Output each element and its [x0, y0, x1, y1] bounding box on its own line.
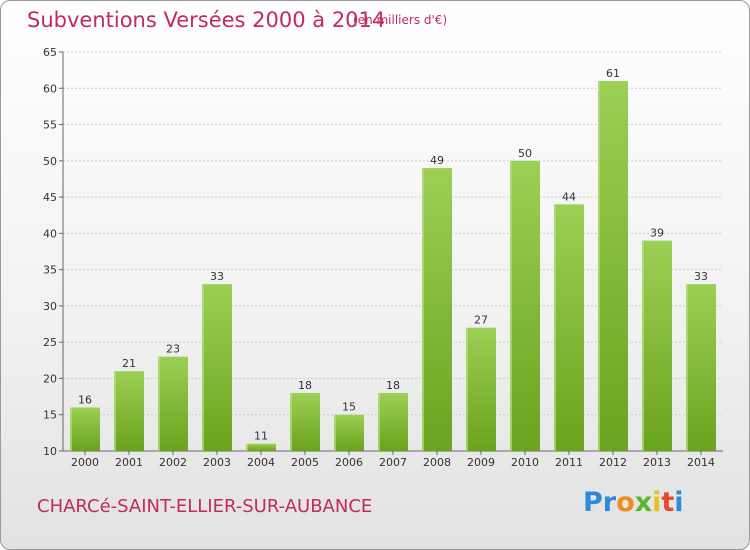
bar-2009 — [466, 327, 496, 451]
x-tick-label-2000: 2000 — [71, 456, 99, 469]
bar-2007 — [378, 392, 408, 451]
bar-2011 — [554, 204, 584, 451]
bar-highlight — [554, 204, 556, 451]
x-tick-label-2005: 2005 — [291, 456, 319, 469]
x-tick-label-2009: 2009 — [467, 456, 495, 469]
y-tick-label: 35 — [43, 264, 57, 277]
bar-2003 — [202, 284, 232, 451]
logo-letter: i — [674, 487, 684, 518]
y-tick-label: 50 — [43, 155, 57, 168]
bar-highlight — [378, 392, 380, 451]
proxiti-logo: Proxiti — [583, 487, 684, 518]
y-tick-label: 30 — [43, 300, 57, 313]
data-label-2000: 16 — [78, 393, 92, 406]
bar-2005 — [290, 392, 320, 451]
x-tick-label-2012: 2012 — [599, 456, 627, 469]
bar-highlight — [466, 327, 468, 451]
logo-letter: i — [652, 487, 662, 518]
x-tick-label-2006: 2006 — [335, 456, 363, 469]
x-tick-label-2013: 2013 — [643, 456, 671, 469]
y-tick-label: 40 — [43, 227, 57, 240]
data-label-2003: 33 — [210, 270, 224, 283]
x-tick-label-2002: 2002 — [159, 456, 187, 469]
x-tick-label-2003: 2003 — [203, 456, 231, 469]
data-label-2004: 11 — [254, 430, 268, 443]
x-tick-label-2010: 2010 — [511, 456, 539, 469]
bar-highlight — [246, 443, 248, 451]
y-tick-label: 65 — [43, 46, 57, 59]
data-label-2013: 39 — [650, 227, 664, 240]
x-tick-label-2004: 2004 — [247, 456, 275, 469]
data-label-2002: 23 — [166, 343, 180, 356]
chart-title: Subventions Versées 2000 à 2014 — [27, 8, 386, 32]
logo-letter: t — [661, 487, 675, 518]
bar-2012 — [598, 81, 628, 451]
bar-highlight — [70, 407, 72, 451]
bar-highlight — [598, 81, 600, 451]
bar-highlight — [334, 414, 336, 451]
bar-highlight — [202, 284, 204, 451]
bar-highlight — [510, 160, 512, 451]
x-tick-label-2001: 2001 — [115, 456, 143, 469]
bar-2014 — [686, 284, 716, 451]
bar-highlight — [422, 168, 424, 451]
x-tick-label-2011: 2011 — [555, 456, 583, 469]
y-tick-label: 10 — [43, 445, 57, 458]
bar-2002 — [158, 356, 188, 451]
bar-2013 — [642, 240, 672, 451]
bar-2004 — [246, 443, 276, 451]
town-name: CHARCé-SAINT-ELLIER-SUR-AUBANCE — [37, 496, 373, 517]
data-label-2007: 18 — [386, 379, 400, 392]
bar-2008 — [422, 168, 452, 451]
y-tick-label: 55 — [43, 119, 57, 132]
data-label-2008: 49 — [430, 154, 444, 167]
bar-2006 — [334, 414, 364, 451]
logo-letter: o — [616, 487, 635, 518]
bar-highlight — [290, 392, 292, 451]
logo-letter: x — [634, 487, 653, 518]
x-tick-label-2014: 2014 — [687, 456, 715, 469]
data-label-2006: 15 — [342, 401, 356, 414]
logo-letter: P — [583, 487, 603, 518]
y-tick-label: 25 — [43, 336, 57, 349]
data-label-2011: 44 — [562, 190, 576, 203]
data-label-2005: 18 — [298, 379, 312, 392]
bar-2001 — [114, 371, 144, 451]
bar-highlight — [158, 356, 160, 451]
bar-2000 — [70, 407, 100, 451]
y-tick-label: 60 — [43, 82, 57, 95]
bar-highlight — [114, 371, 116, 451]
y-tick-label: 45 — [43, 191, 57, 204]
y-tick-label: 20 — [43, 372, 57, 385]
chart-subtitle: (en milliers d'€) — [353, 13, 448, 27]
bar-highlight — [686, 284, 688, 451]
x-tick-label-2007: 2007 — [379, 456, 407, 469]
data-label-2014: 33 — [694, 270, 708, 283]
data-label-2001: 21 — [122, 357, 136, 370]
bar-2010 — [510, 160, 540, 451]
data-label-2012: 61 — [606, 67, 620, 80]
bar-highlight — [642, 240, 644, 451]
logo-letter: r — [602, 487, 617, 518]
y-tick-label: 15 — [43, 409, 57, 422]
data-label-2009: 27 — [474, 314, 488, 327]
data-label-2010: 50 — [518, 147, 532, 160]
x-tick-label-2008: 2008 — [423, 456, 451, 469]
